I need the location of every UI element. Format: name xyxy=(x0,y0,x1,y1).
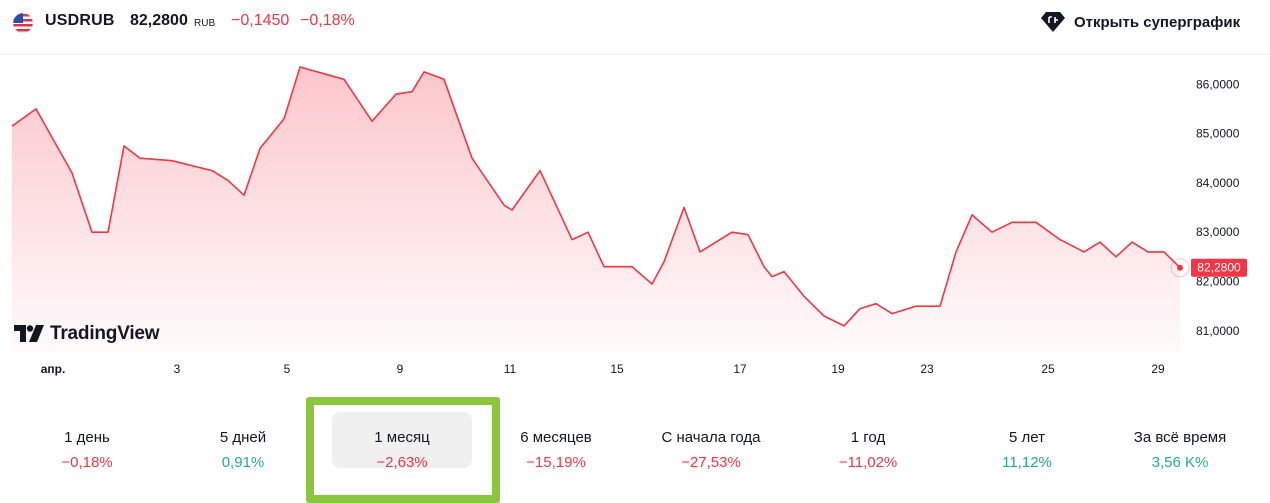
x-tick-label: 15 xyxy=(610,362,624,376)
period-button-8[interactable]: За всё время 3,56 K% xyxy=(1110,412,1250,468)
supergraph-label: Открыть суперграфик xyxy=(1074,14,1240,31)
period-change-value: −27,53% xyxy=(641,454,781,471)
us-flag-icon xyxy=(12,12,34,34)
x-tick-label: 3 xyxy=(174,362,181,376)
period-button-4[interactable]: 6 месяцев −15,19% xyxy=(486,412,626,468)
x-tick-label: апр. xyxy=(41,362,66,376)
period-label: С начала года xyxy=(641,429,781,446)
period-change-value: −15,19% xyxy=(486,454,626,471)
tradingview-logo-icon xyxy=(14,325,44,343)
x-tick-label: 5 xyxy=(284,362,291,376)
price-currency: RUB xyxy=(194,18,215,29)
period-label: 5 лет xyxy=(957,429,1097,446)
period-button-1[interactable]: 1 день −0,18% xyxy=(17,412,157,468)
y-tick-label: 86,0000 xyxy=(1196,77,1240,91)
x-tick-label: 29 xyxy=(1151,362,1165,376)
supergraph-icon xyxy=(1040,10,1066,34)
last-price: 82,2800 xyxy=(130,12,188,30)
period-label: 1 день xyxy=(17,429,157,446)
y-tick-label: 85,0000 xyxy=(1196,127,1240,141)
period-label: 1 год xyxy=(798,429,938,446)
period-label: За всё время xyxy=(1110,429,1250,446)
period-change-value: −0,18% xyxy=(17,454,157,471)
last-point-dot xyxy=(1177,265,1183,271)
y-tick-label: 84,0000 xyxy=(1196,176,1240,190)
x-tick-label: 25 xyxy=(1041,362,1055,376)
period-button-3[interactable]: 1 месяц −2,63% xyxy=(332,412,472,468)
period-label: 1 месяц xyxy=(332,429,472,446)
period-change-value: 3,56 K% xyxy=(1110,454,1250,471)
price-chart[interactable]: 86,000085,000084,000083,000082,000081,00… xyxy=(0,55,1270,385)
last-value-label: 82,2800 xyxy=(1197,261,1241,275)
period-button-7[interactable]: 5 лет 11,12% xyxy=(957,412,1097,468)
x-tick-label: 11 xyxy=(504,362,517,376)
period-label: 5 дней xyxy=(173,429,313,446)
x-tick-label: 23 xyxy=(920,362,934,376)
period-change-value: 11,12% xyxy=(957,454,1097,471)
period-button-5[interactable]: С начала года −27,53% xyxy=(641,412,781,468)
symbol-header: USDRUB 82,2800 RUB −0,1450 −0,18% Открыт… xyxy=(0,0,1270,44)
tradingview-logo-text: TradingView xyxy=(50,323,159,345)
x-tick-label: 17 xyxy=(733,362,747,376)
period-button-2[interactable]: 5 дней 0,91% xyxy=(173,412,313,468)
x-tick-label: 19 xyxy=(831,362,845,376)
x-tick-label: 9 xyxy=(397,362,404,376)
period-label: 6 месяцев xyxy=(486,429,626,446)
period-change-value: −11,02% xyxy=(798,454,938,471)
period-button-6[interactable]: 1 год −11,02% xyxy=(798,412,938,468)
period-change-value: −2,63% xyxy=(332,454,472,471)
y-tick-label: 81,0000 xyxy=(1196,324,1240,338)
y-tick-label: 83,0000 xyxy=(1196,225,1240,239)
open-supergraph-button[interactable]: Открыть суперграфик xyxy=(1040,9,1240,35)
price-area-fill xyxy=(12,67,1180,353)
performance-periods: 1 день −0,18% 5 дней 0,91% 1 месяц −2,63% 6 ме… xyxy=(0,400,1270,500)
symbol-name[interactable]: USDRUB xyxy=(45,12,115,30)
period-change-value: 0,91% xyxy=(173,454,313,471)
price-change-absolute: −0,1450 xyxy=(231,12,289,30)
price-change-percent: −0,18% xyxy=(300,12,355,30)
tradingview-logo[interactable]: TradingView xyxy=(14,323,159,345)
